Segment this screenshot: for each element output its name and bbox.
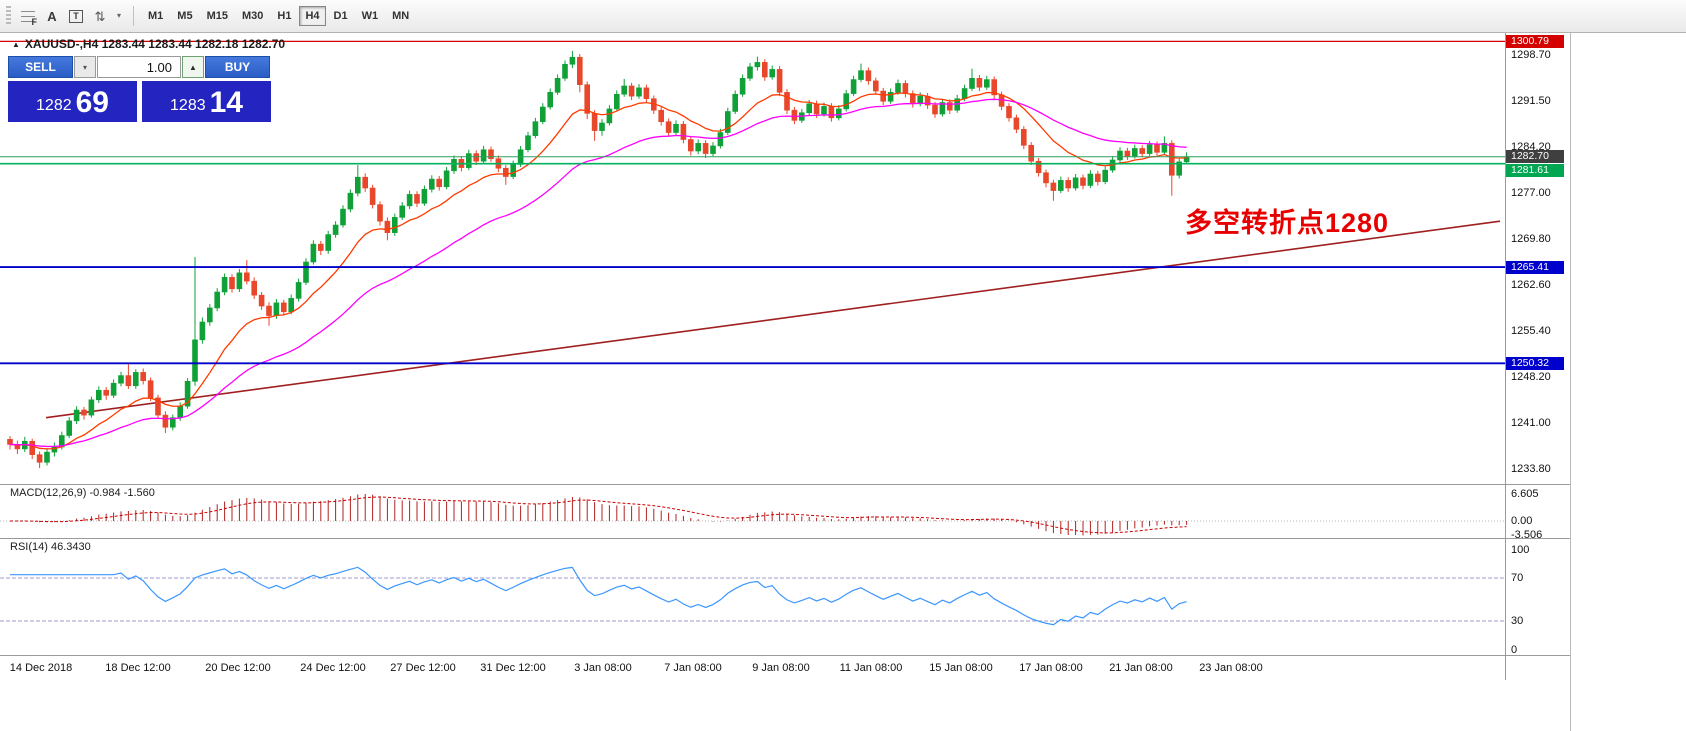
volume-input[interactable] [97,56,181,78]
label-icon[interactable]: T [65,4,87,28]
timeframe-m1[interactable]: M1 [142,6,169,26]
chart-symbol-header: ▲ XAUUSD-,H4 1283.44 1283.44 1282.18 128… [12,37,285,51]
ask-price-display[interactable]: 1283 14 [142,81,271,122]
timeframe-group: M1 M5 M15 M30 H1 H4 D1 W1 MN [141,6,416,26]
bid-price-pips: 69 [75,86,109,119]
chart-annotation: 多空转折点1280 [1185,208,1390,238]
timeframe-mn[interactable]: MN [386,6,415,26]
bid-price-main: 1282 [36,97,72,114]
toolbar: F A T ⇅ ▾ M1 M5 M15 M30 H1 H4 D1 W1 MN [0,0,1686,33]
macd-label: MACD(12,26,9) -0.984 -1.560 [10,487,155,499]
volume-step-up[interactable]: ▲ [182,56,204,78]
fibonacci-icon-glyph: F [31,17,38,27]
symbol-marker-icon: ▲ [12,39,20,49]
symbol-ohlc-text: XAUUSD-,H4 1283.44 1283.44 1282.18 1282.… [24,37,286,51]
timeframe-m5[interactable]: M5 [171,6,198,26]
fib-lines-shape [21,10,35,22]
ask-price-main: 1283 [170,97,206,114]
arrows-icon[interactable]: ⇅ [89,4,111,28]
chart-canvas[interactable] [0,33,1571,731]
timeframe-d1[interactable]: D1 [328,6,354,26]
chart-window: ▲ XAUUSD-,H4 1283.44 1283.44 1282.18 128… [0,33,1571,731]
chevron-down-icon: ▾ [82,62,87,72]
timeframe-h1[interactable]: H1 [271,6,297,26]
line-studies-icon-group: F A T ⇅ ▾ [16,4,126,28]
chevron-up-icon: ▲ [189,62,197,72]
timeframe-h4[interactable]: H4 [299,6,326,26]
timeframe-m15[interactable]: M15 [201,6,234,26]
timeframe-w1[interactable]: W1 [356,6,385,26]
label-icon-glyph: T [69,9,83,23]
bid-price-display[interactable]: 1282 69 [8,81,137,122]
one-click-trading-panel: SELL ▾ ▲ BUY 1282 69 1283 14 [8,56,272,122]
fibonacci-icon[interactable]: F [17,4,39,28]
rsi-label: RSI(14) 46.3430 [10,541,91,553]
dropdown-caret-icon[interactable]: ▾ [113,4,125,28]
toolbar-separator [133,6,134,26]
volume-dropdown[interactable]: ▾ [74,56,96,78]
text-icon[interactable]: A [41,4,63,28]
timeframe-m30[interactable]: M30 [236,6,269,26]
ask-price-pips: 14 [209,86,243,119]
arrows-icon-glyph: ⇅ [94,8,106,24]
dropdown-caret-icon-glyph: ▾ [116,11,121,20]
buy-button[interactable]: BUY [205,56,270,78]
toolbar-grip[interactable] [6,6,11,26]
sell-button[interactable]: SELL [8,56,73,78]
text-icon-glyph: A [47,8,57,24]
